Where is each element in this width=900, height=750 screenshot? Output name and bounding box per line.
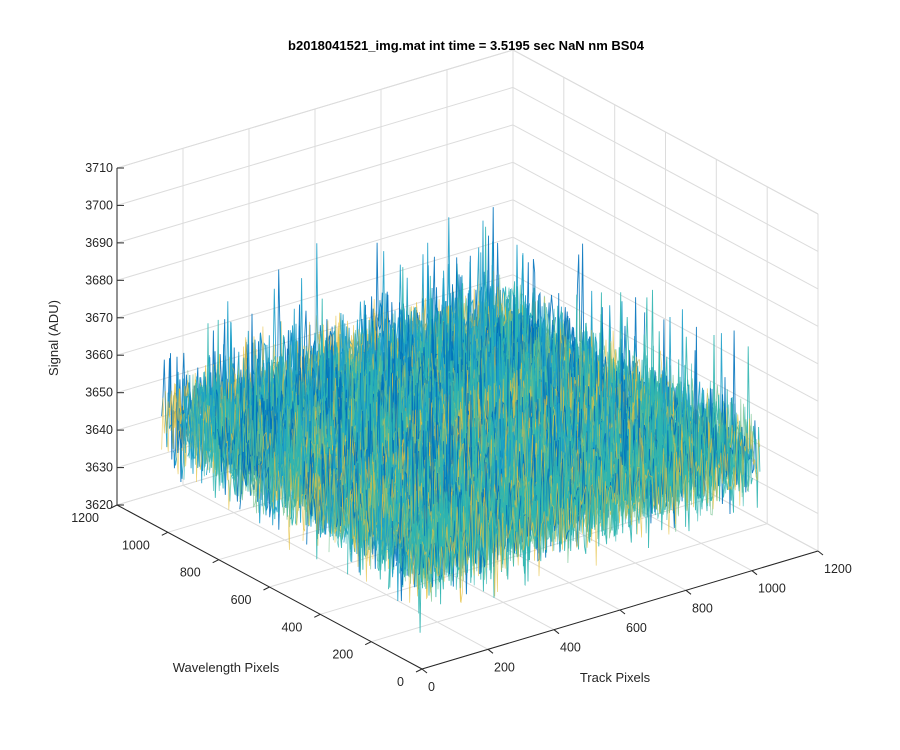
surface-strip [421,345,761,604]
y-tick-label: 1200 [71,511,99,525]
z-tick-label: 3710 [85,161,113,175]
y-tick-label: 1000 [122,538,150,552]
z-tick-label: 3700 [85,198,113,212]
z-axis-label: Signal (ADU) [46,300,61,376]
x-tick-label: 200 [494,660,515,674]
y-axis-label: Wavelength Pixels [173,660,280,675]
x-tick-mark [751,570,758,576]
chart-title: b2018041521_img.mat int time = 3.5195 se… [288,38,645,53]
z-tick-label: 3670 [85,311,113,325]
y-tick-label: 800 [180,566,201,580]
x-tick-label: 600 [626,621,647,635]
y-tick-mark [263,586,270,591]
gridline-y-floor [371,523,768,643]
box-edge [116,49,514,169]
x-tick-mark [817,550,824,556]
surface-plot [161,207,761,633]
y-tick-mark [314,613,321,618]
y-tick-label: 200 [332,648,353,662]
x-tick-label: 400 [560,641,581,655]
y-tick-mark [364,641,372,646]
z-tick-label: 3660 [85,348,113,362]
y-tick-mark [415,668,423,673]
surface-line [421,345,761,589]
x-tick-mark [487,648,494,654]
box-edge [512,49,819,215]
z-tick-label: 3680 [85,273,113,287]
z-tick-label: 3690 [85,236,113,250]
y-tick-label: 0 [397,675,404,689]
x-tick-label: 0 [428,680,435,694]
x-tick-label: 1200 [824,562,852,576]
z-tick-label: 3630 [85,461,113,475]
y-tick-mark [212,559,219,564]
y-tick-mark [161,531,169,536]
tick-labels: 3620 3630 3640 3650 3660 3670 3680 3690 3700 3710… [71,161,852,694]
z-tick-label: 3640 [85,423,113,437]
axes [110,167,824,674]
y-tick-mark [110,504,118,509]
x-tick-label: 1000 [758,582,786,596]
z-tick-label: 3650 [85,386,113,400]
surface-line [421,414,761,604]
x-axis-label: Track Pixels [580,670,651,685]
x-tick-mark [553,629,560,635]
y-tick-label: 600 [231,593,252,607]
z-tick-label: 3620 [85,498,113,512]
x-tick-mark [421,668,428,674]
x-tick-label: 800 [692,601,713,615]
y-tick-label: 400 [281,620,302,634]
x-tick-mark [619,609,626,615]
x-tick-mark [685,589,692,595]
